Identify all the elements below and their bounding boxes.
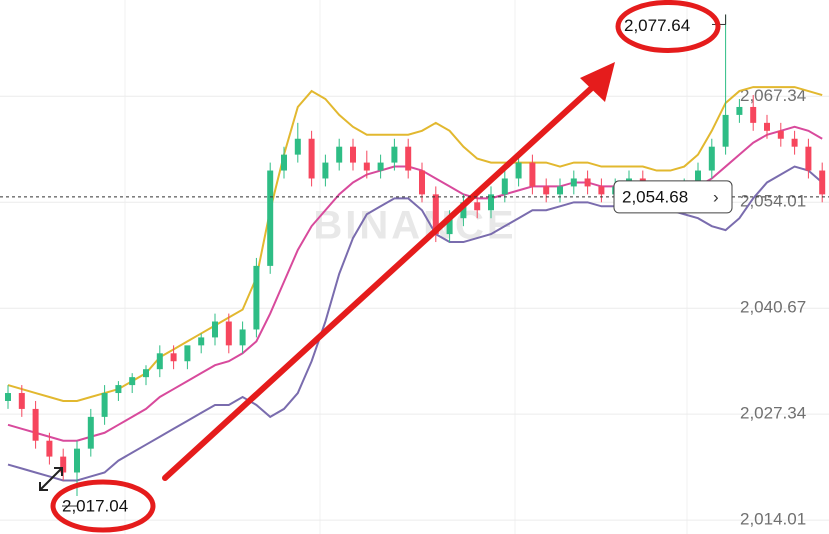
candle-body (460, 202, 467, 219)
y-tick-label: 2,014.01 (740, 510, 806, 529)
watermark: BINANCE (313, 204, 516, 248)
candle-body (60, 456, 67, 473)
candle-body (239, 329, 246, 346)
candle-body (708, 146, 715, 171)
y-tick-label: 2,040.67 (740, 298, 806, 317)
candle-body (736, 106, 743, 115)
candle-body (570, 178, 577, 187)
candle-body (488, 194, 494, 211)
candle-body (543, 186, 550, 195)
y-tick-label: 2,067.34 (740, 86, 806, 105)
candle-body (336, 146, 343, 163)
candle-body (5, 393, 11, 401)
candle-body (819, 170, 826, 195)
band-line (7, 165, 823, 482)
candle-body (722, 114, 729, 147)
price-chevron: › (713, 187, 719, 206)
candle-body (791, 138, 798, 147)
price-label-box (613, 180, 733, 214)
arrow-shaft (162, 82, 598, 481)
candle-body (101, 393, 108, 417)
candle-body (598, 186, 605, 195)
candle-body (515, 162, 522, 179)
candle-body (198, 337, 205, 346)
icon-line (54, 467, 63, 476)
candle-body (129, 377, 136, 386)
candle-body (170, 353, 177, 362)
candle-body (695, 170, 701, 187)
low-circle (50, 479, 156, 533)
candle-body (322, 162, 329, 179)
candle-body (377, 162, 384, 171)
candle-body (405, 146, 412, 171)
candle-body (777, 130, 784, 139)
vertical-grid (124, 0, 688, 534)
candle-body (212, 321, 218, 338)
candle-body (294, 138, 301, 155)
candle-body (225, 321, 232, 346)
icon-line (39, 482, 48, 491)
icon-line (39, 467, 63, 491)
candle-body (474, 202, 481, 211)
candle-body (115, 385, 122, 394)
candle-body (253, 265, 260, 330)
candle-body (419, 170, 425, 195)
candle-body (267, 170, 274, 266)
candle-body (557, 186, 563, 195)
candle-body (281, 154, 287, 171)
candle-body (308, 138, 315, 179)
candle-body (432, 194, 439, 235)
low-label: 2,017.04 (62, 497, 128, 516)
arrow-head (580, 62, 615, 102)
resize-icon (39, 467, 63, 491)
candle-body (87, 416, 94, 449)
candle-body (143, 369, 149, 378)
high-label: 2,077.64 (624, 16, 690, 35)
candle-body (156, 353, 163, 370)
plot: 2,067.34 2,054.01 2,040.67 2,027.34 2,014.01 (0, 14, 829, 529)
candle-body (184, 345, 191, 362)
y-tick-label: 2,054.01 (740, 192, 806, 211)
candle-body (750, 106, 757, 123)
candle-body (74, 448, 80, 473)
candle-body (584, 178, 591, 187)
trend-arrow (162, 62, 615, 481)
price-label: 2,054.68 (622, 187, 688, 206)
candle-body (501, 178, 508, 195)
candle-body (529, 162, 536, 187)
candle-body (363, 162, 370, 171)
candle-body (391, 146, 398, 163)
candle-body (46, 440, 53, 457)
y-tick-label: 2,027.34 (740, 404, 806, 423)
candle-body (350, 146, 356, 163)
candle-body (805, 146, 812, 171)
candle-body (32, 408, 39, 441)
candle-body (764, 122, 770, 131)
candle-body (18, 393, 25, 409)
candle-body (446, 218, 453, 235)
